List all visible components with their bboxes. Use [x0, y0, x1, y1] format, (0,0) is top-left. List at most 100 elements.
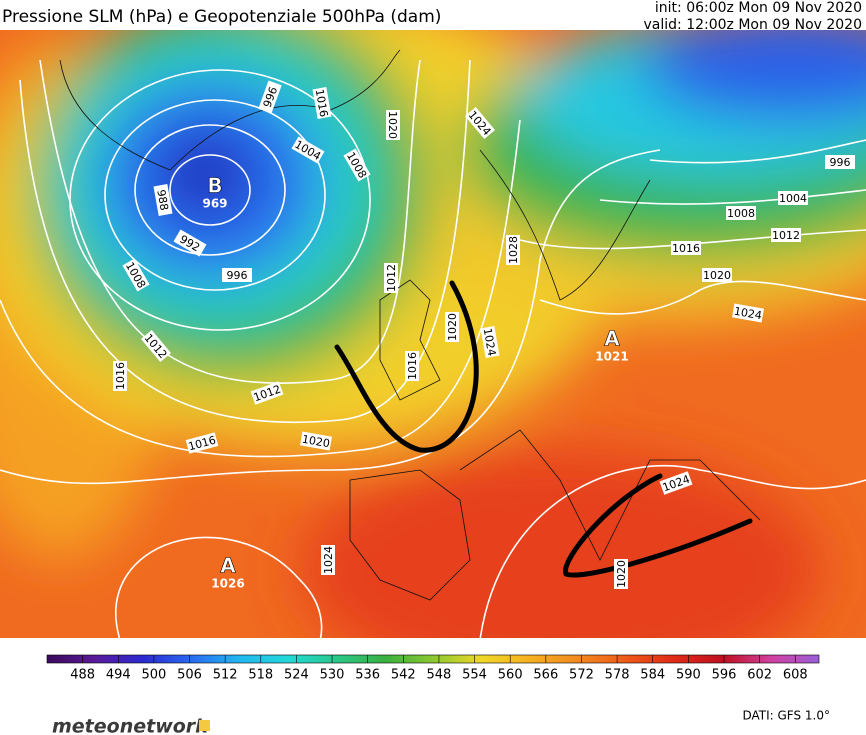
colorbar-tick-label: 566 [533, 668, 558, 683]
isobar-label: 1028 [506, 235, 520, 265]
colorbar-tick-label: 488 [70, 668, 95, 683]
init-time: init: 06:00z Mon 09 Nov 2020 [655, 0, 862, 16]
isobar-label: 1016 [405, 351, 419, 381]
colorbar-tick-label: 518 [248, 668, 273, 683]
label-box [778, 191, 808, 205]
colorbar-tick-label: 572 [569, 668, 594, 683]
label-text: 1012 [772, 229, 800, 242]
colorbar-scale [46, 654, 820, 664]
map [0, 30, 866, 638]
colorbar: 488 494 500 506 512 518 524 530 536 542 548 554 560 5… [46, 654, 820, 683]
label-text: 1008 [727, 207, 755, 220]
isobar-label: 1020 [445, 312, 459, 342]
label-box [343, 148, 371, 182]
label-box [113, 361, 127, 391]
data-source: DATI: GFS 1.0° [742, 709, 830, 723]
label-box [185, 432, 219, 454]
coastlines [59, 49, 761, 601]
label-text: 1020 [386, 111, 399, 139]
colorbar-tick-label: 578 [605, 668, 630, 683]
center-value: 1021 [595, 350, 628, 364]
label-text: 1020 [301, 433, 331, 451]
colorbar-tick-label: 524 [284, 668, 309, 683]
label-box [384, 263, 398, 293]
label-box [614, 559, 628, 589]
label-box [140, 330, 172, 362]
colorbar-tick-label: 584 [640, 668, 665, 683]
isobar-label: 988 [153, 184, 173, 216]
label-box [222, 268, 252, 282]
isobar-label: 1016 [312, 87, 332, 119]
center-letter: B [207, 174, 222, 198]
label-box [671, 241, 701, 255]
logo: meteonetwork [52, 716, 209, 735]
center-letter: A [220, 554, 236, 578]
label-text: 1024 [322, 546, 335, 574]
label-box [732, 303, 764, 323]
label-box [771, 228, 801, 242]
isobar-label: 1020 [386, 110, 400, 140]
colorbar-tick-label: 530 [320, 668, 345, 683]
colorbar-tick-label: 590 [676, 668, 701, 683]
label-text: 1016 [114, 362, 127, 390]
label-box [405, 351, 419, 381]
colorbar-tick-label: 536 [355, 668, 380, 683]
label-box [825, 155, 855, 169]
isobar-label: 1020 [702, 268, 732, 282]
label-text: 1016 [313, 88, 331, 118]
label-text: 1028 [507, 236, 520, 264]
label-text: 1020 [615, 560, 628, 588]
label-box [250, 381, 284, 405]
label-box [659, 471, 693, 495]
isobar-label: 1020 [614, 559, 628, 589]
label-box [726, 206, 756, 220]
title: Pressione SLM (hPa) e Geopotenziale 500h… [2, 7, 441, 27]
label-box [258, 80, 282, 114]
center-value: 1026 [211, 577, 244, 591]
colorbar-tick-label: 542 [391, 668, 416, 683]
colorbar-tick-label: 554 [462, 668, 487, 683]
label-text: 1016 [672, 242, 700, 255]
label-box [153, 184, 173, 216]
isobar-label: 1016 [671, 241, 701, 255]
colorbar-tick-label: 500 [141, 668, 166, 683]
label-box [173, 229, 207, 257]
label-box [702, 268, 732, 282]
colorbar-tick-label: 494 [106, 668, 131, 683]
label-text: 1016 [406, 352, 419, 380]
label-text: 1024 [733, 305, 763, 323]
label-text: 996 [830, 156, 851, 169]
label-text: 1024 [481, 327, 499, 357]
label-box [291, 136, 325, 164]
isobar-label: 1024 [321, 545, 335, 575]
label-box [464, 107, 496, 139]
isobar-label: 1016 [113, 361, 127, 391]
colorbar-tick-label: 548 [427, 668, 452, 683]
isobar-label: 996 [825, 155, 855, 169]
label-text: 996 [227, 269, 248, 282]
label-text: 1012 [385, 264, 398, 292]
label-box [445, 312, 459, 342]
colorbar-tick-label: 608 [783, 668, 808, 683]
colorbar-tick-label: 506 [177, 668, 202, 683]
label-box [480, 326, 500, 358]
colorbar-tick-label: 596 [712, 668, 737, 683]
label-text: 1020 [446, 313, 459, 341]
fronts [334, 280, 753, 578]
isobar-label: 996 [222, 268, 252, 282]
label-text: 1020 [703, 269, 731, 282]
label-text: 1004 [779, 192, 807, 205]
center-value: 969 [202, 197, 227, 211]
label-box [506, 235, 520, 265]
label-box [312, 87, 332, 119]
isobar-label: 1004 [778, 191, 808, 205]
label-text: 988 [154, 189, 170, 212]
isobar-label: 1012 [771, 228, 801, 242]
label-box [122, 258, 150, 292]
colorbar-tick-label: 602 [747, 668, 772, 683]
center-letter: A [604, 327, 620, 351]
isobar-label: 1012 [384, 263, 398, 293]
colorbar-tick-label: 560 [498, 668, 523, 683]
isobar-label: 1020 [300, 431, 332, 451]
